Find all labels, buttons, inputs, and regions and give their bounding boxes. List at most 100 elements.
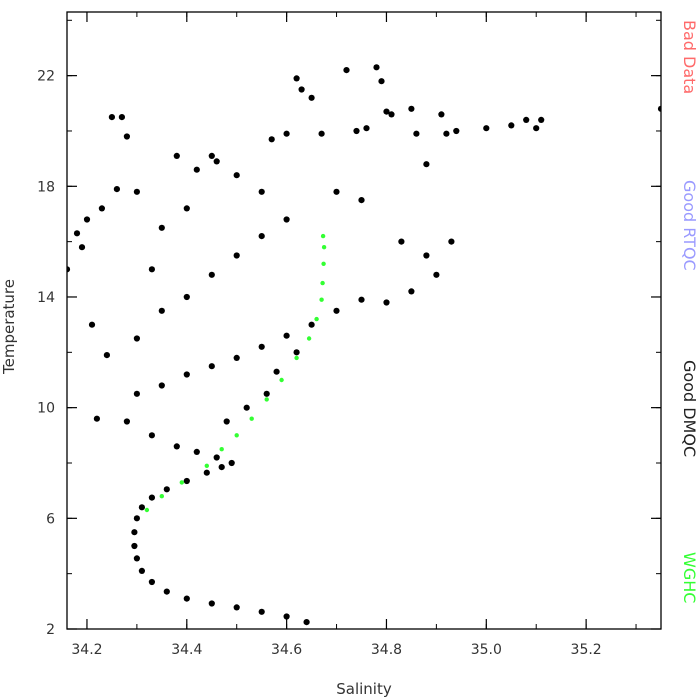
data-point [373, 64, 380, 71]
data-point [233, 172, 240, 179]
data-point [131, 529, 138, 536]
data-point [283, 130, 290, 137]
data-point [343, 67, 350, 74]
data-point [148, 432, 155, 439]
data-point [123, 133, 130, 140]
data-point [113, 186, 120, 193]
data-point [293, 349, 300, 356]
data-point [67, 266, 71, 273]
axes-layer: 34.2 34.4 34.6 34.8 35.0 35.2 2 6 10 14 18 22 [37, 11, 662, 658]
data-point [298, 86, 305, 93]
data-point [233, 354, 240, 361]
data-point [294, 355, 299, 361]
data-point [423, 161, 430, 168]
data-point [208, 600, 215, 607]
data-point [223, 418, 230, 425]
data-point [333, 307, 340, 314]
data-point [283, 332, 290, 339]
data-point [353, 127, 360, 135]
data-point [321, 261, 326, 266]
data-point [533, 125, 540, 132]
data-point [179, 480, 184, 485]
data-point [93, 415, 100, 422]
data-point [193, 166, 200, 173]
data-point [314, 316, 319, 322]
data-point [158, 382, 165, 389]
data-point [258, 188, 265, 195]
data-point [358, 296, 365, 303]
data-point [218, 464, 225, 471]
x-tick-label: 34.8 [371, 642, 402, 658]
legend-entry: WGHC [680, 552, 699, 603]
data-point [208, 363, 215, 370]
data-point [183, 595, 190, 602]
y-tick-label: 6 [46, 511, 55, 527]
data-point [183, 371, 190, 378]
data-point [148, 494, 155, 501]
data-point [258, 343, 265, 350]
data-point [133, 188, 140, 195]
data-point [319, 297, 324, 302]
data-point [443, 130, 450, 137]
data-point [306, 336, 312, 341]
x-tick-label: 34.4 [171, 642, 202, 658]
data-point [144, 507, 150, 513]
data-point [158, 307, 165, 314]
data-point [159, 494, 164, 499]
data-point [204, 463, 209, 468]
legend: Bad Data Good RTQC Good DMQC WGHC [680, 20, 699, 603]
data-point [268, 136, 275, 143]
data-point [308, 321, 315, 328]
data-point [538, 116, 545, 123]
data-point [131, 542, 138, 550]
legend-entry: Bad Data [680, 20, 699, 94]
data-point [123, 418, 130, 425]
data-point [213, 454, 220, 461]
data-point [148, 578, 155, 586]
data-point [78, 244, 86, 251]
data-point [258, 233, 265, 240]
data-point [103, 352, 110, 359]
data-point [163, 486, 170, 493]
data-point [233, 252, 240, 259]
y-tick-label: 18 [37, 179, 55, 195]
data-point [263, 390, 270, 397]
data-point [148, 266, 155, 273]
data-point [233, 604, 240, 611]
data-point [133, 515, 140, 522]
data-point [183, 205, 190, 212]
legend-entry: Good DMQC [680, 360, 699, 457]
data-point [279, 377, 284, 383]
data-point [213, 158, 220, 165]
data-point [133, 555, 140, 562]
x-tick-label: 35.0 [471, 642, 502, 658]
data-point [321, 245, 327, 250]
data-point [173, 152, 180, 159]
y-tick-label: 22 [37, 69, 55, 85]
data-point [264, 397, 269, 402]
data-point [363, 125, 370, 132]
y-tick-label: 2 [46, 622, 55, 638]
legend-entry: Good RTQC [680, 180, 699, 271]
data-point [453, 127, 460, 135]
data-point [193, 448, 200, 455]
data-point [234, 433, 239, 438]
marks-layer [67, 64, 661, 626]
data-point [378, 78, 385, 85]
data-point [320, 280, 325, 286]
data-point [208, 271, 215, 278]
data-point [249, 416, 254, 421]
data-point [388, 111, 395, 118]
x-tick-label: 34.2 [71, 642, 102, 658]
data-point [273, 368, 280, 375]
data-point [318, 130, 325, 137]
data-point [303, 619, 310, 626]
data-point [163, 588, 170, 595]
data-point [483, 125, 490, 132]
data-point [258, 608, 265, 615]
data-point [138, 504, 145, 511]
data-point [283, 216, 290, 223]
data-point [108, 114, 115, 121]
data-point [433, 271, 440, 278]
